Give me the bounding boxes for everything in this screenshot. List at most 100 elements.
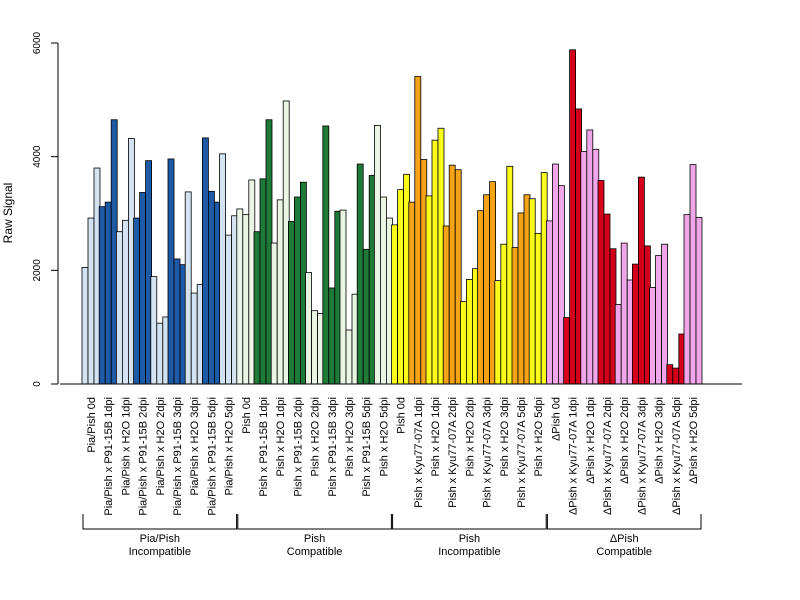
bar-13-0 xyxy=(305,272,313,385)
bar-16-1 xyxy=(362,248,370,385)
x-tick-label-7: Pia/Pish x P91-15B 5dpi xyxy=(206,397,218,516)
x-tick-label-2: Pia/Pish x H2O 1dpi xyxy=(120,397,132,495)
x-tick-labels: Pia/Pish 0d Pia/Pish x P91-15B 1dpi Pia/Pi… xyxy=(86,397,700,516)
x-tick-label-35: ΔPish x H2O 5dpi xyxy=(688,397,700,484)
x-tick-label-27: ΔPish 0d xyxy=(550,397,562,441)
bar-4-1 xyxy=(156,322,164,385)
bar-14-1 xyxy=(328,287,336,385)
x-tick-label-14: Pish x P91-15B 3dpi xyxy=(327,397,339,497)
bar-25-0 xyxy=(511,247,519,385)
bar-30-1 xyxy=(603,213,611,385)
bar-28-1 xyxy=(569,49,576,385)
bar-35-0 xyxy=(683,214,691,385)
x-tick-label-30: ΔPish x Kyu77-07A 2dpi xyxy=(602,397,614,515)
x-tick-label-11: Pish x H2O 1dpi xyxy=(275,397,287,476)
group-label-3-line2: Compatible xyxy=(596,546,652,558)
bar-19-1 xyxy=(414,76,422,385)
bar-21-1 xyxy=(448,164,456,385)
x-tick-label-25: Pish x Kyu77-07A 5dpi xyxy=(516,397,528,508)
bar-35-1 xyxy=(689,164,697,385)
group-label-2-line2: Incompatible xyxy=(438,546,500,558)
bar-18-0 xyxy=(391,224,399,385)
bars xyxy=(81,49,703,385)
x-tick-label-15: Pish x H2O 3dpi xyxy=(344,397,356,476)
bar-5-0 xyxy=(167,158,175,385)
bar-31-0 xyxy=(614,304,622,385)
bar-8-1 xyxy=(225,234,233,385)
group-label-2-line1: Pish xyxy=(459,533,480,545)
group-label-1-line2: Compatible xyxy=(287,546,343,558)
x-tick-label-12: Pish x P91-15B 2dpi xyxy=(292,397,304,497)
bar-24-0 xyxy=(494,280,502,385)
y-tick-label-1: 2000 xyxy=(32,259,43,282)
bar-18-1 xyxy=(397,189,405,385)
bar-19-0 xyxy=(408,201,416,385)
x-tick-label-1: Pia/Pish x P91-15B 1dpi xyxy=(103,397,115,516)
group-bracket-0 xyxy=(82,514,238,530)
bar-25-1 xyxy=(517,212,525,385)
bar-21-0 xyxy=(442,225,450,385)
bar-1-1 xyxy=(104,201,112,385)
bar-10-0 xyxy=(253,231,261,385)
group-label-0-line2: Incompatible xyxy=(129,546,191,558)
bar-30-0 xyxy=(597,180,605,385)
bar-15-0 xyxy=(339,209,347,385)
y-axis-label: Raw Signal xyxy=(1,183,15,244)
group-bracket-1 xyxy=(237,514,392,530)
x-tick-label-31: ΔPish x H2O 2dpi xyxy=(619,397,631,484)
group-label-0-line1: Pia/Pish xyxy=(140,533,180,545)
bar-27-0 xyxy=(546,220,553,385)
bar-2-1 xyxy=(122,219,129,385)
bar-28-0 xyxy=(563,317,570,385)
bar-0-1 xyxy=(87,217,95,385)
bar-4-0 xyxy=(150,276,158,385)
bar-3-1 xyxy=(139,192,147,385)
y-tick-label-2: 4000 xyxy=(32,145,43,168)
bar-33-1 xyxy=(655,255,662,385)
bar-7-0 xyxy=(201,137,209,385)
bar-23-0 xyxy=(477,210,485,385)
x-tick-label-5: Pia/Pish x P91-15B 3dpi xyxy=(172,397,184,516)
bar-22-0 xyxy=(459,301,467,385)
y-axis: 0 2000 4000 6000 xyxy=(32,31,59,387)
group-bracket-3 xyxy=(546,514,702,530)
x-tick-label-0: Pia/Pish 0d xyxy=(86,397,98,453)
x-tick-label-32: ΔPish x Kyu77-07A 3dpi xyxy=(636,397,648,515)
bar-8-0 xyxy=(219,153,227,385)
bar-10-1 xyxy=(259,178,267,385)
bar-33-2 xyxy=(661,243,668,385)
bar-12-1 xyxy=(293,196,301,385)
group-label-1-line1: Pish xyxy=(304,533,325,545)
bar-20-0 xyxy=(425,195,433,385)
bar-12-0 xyxy=(287,221,295,385)
group-brackets: Pia/PishIncompatiblePishCompatiblePishIn… xyxy=(82,514,702,558)
y-tick-label-0: 0 xyxy=(32,381,43,387)
bar-15-1 xyxy=(345,329,353,385)
bar-35-2 xyxy=(695,217,703,385)
x-tick-label-23: Pish x Kyu77-07A 3dpi xyxy=(482,397,494,508)
x-tick-label-3: Pia/Pish x P91-15B 2dpi xyxy=(138,397,150,516)
bar-29-1 xyxy=(586,129,594,385)
x-tick-label-13: Pish x H2O 2dpi xyxy=(310,397,322,476)
x-tick-label-19: Pish x Kyu77-07A 1dpi xyxy=(413,397,425,508)
bar-32-1 xyxy=(638,176,645,385)
x-tick-label-33: ΔPish x H2O 3dpi xyxy=(654,397,666,484)
x-tick-label-26: Pish x H2O 5dpi xyxy=(533,397,545,476)
bar-11-1 xyxy=(276,199,284,385)
bar-9-1 xyxy=(242,214,250,385)
x-tick-label-24: Pish x H2O 3dpi xyxy=(499,397,511,476)
bar-29-0 xyxy=(580,151,588,385)
bar-20-1 xyxy=(431,139,439,385)
group-bracket-2 xyxy=(392,514,547,530)
bar-17-0 xyxy=(373,125,381,385)
bar-5-1 xyxy=(173,258,181,385)
bar-26-0 xyxy=(528,198,536,385)
bar-6-0 xyxy=(184,191,192,385)
x-tick-label-21: Pish x Kyu77-07A 2dpi xyxy=(447,397,459,508)
bar-14-0 xyxy=(322,125,330,385)
bar-6-1 xyxy=(190,292,198,385)
x-tick-label-9: Pish 0d xyxy=(241,397,253,434)
x-tick-label-4: Pia/Pish x H2O 2dpi xyxy=(155,397,167,495)
bar-3-0 xyxy=(133,217,141,385)
